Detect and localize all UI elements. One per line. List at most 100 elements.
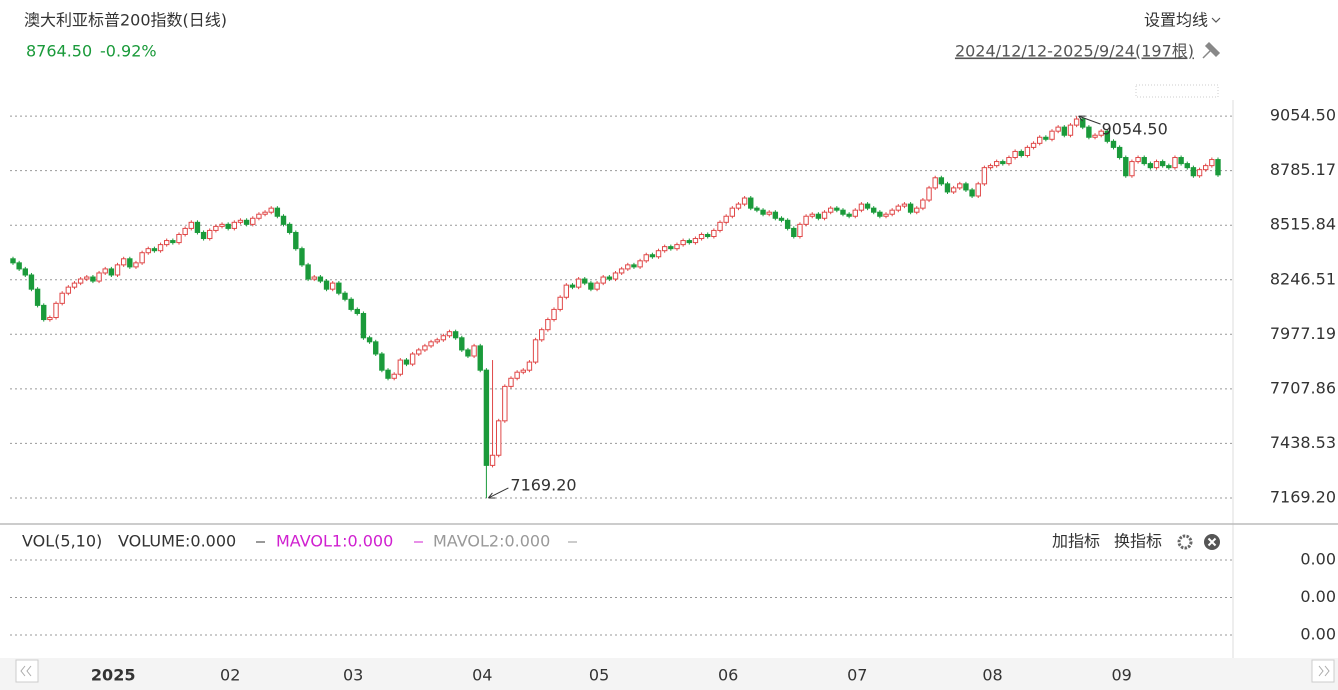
candle-body	[262, 211, 268, 215]
candle-body	[256, 213, 262, 219]
candle-body	[772, 211, 779, 219]
candle-body	[963, 183, 969, 191]
candle-body	[686, 240, 692, 244]
candle-body	[489, 454, 496, 466]
candle-body	[170, 240, 176, 244]
candle-body	[1159, 161, 1166, 167]
candle-body	[1030, 142, 1037, 148]
candle-body	[96, 272, 102, 282]
candle-body	[1006, 157, 1012, 165]
date-range[interactable]: 2024/12/12-2025/9/24(197根)	[955, 42, 1194, 61]
candle-body	[809, 213, 815, 217]
candle-body	[1116, 146, 1123, 159]
scroll-right-icon[interactable]	[1318, 665, 1330, 677]
candle-body	[379, 353, 385, 371]
candle-body	[748, 197, 754, 209]
candle-body	[821, 211, 828, 219]
candle-body	[993, 161, 1000, 167]
candle-body	[987, 165, 994, 169]
x-tick-label: 09	[1111, 666, 1131, 685]
candle-body	[625, 264, 631, 270]
ma-setting[interactable]: 设置均线	[1144, 11, 1208, 30]
pin-icon[interactable]	[1202, 41, 1221, 59]
dropdown-icon[interactable]	[1211, 17, 1221, 23]
y-tick-label: 7977.19	[1270, 324, 1336, 343]
candle-body	[661, 246, 668, 252]
candle-body	[28, 274, 35, 290]
candle-body	[618, 268, 625, 274]
candle-body	[754, 207, 760, 211]
time-axis-bar	[0, 658, 1338, 690]
y-tick-label: 8785.17	[1270, 160, 1336, 179]
candle-body	[729, 207, 736, 217]
candle-body	[459, 337, 465, 351]
candle-body	[403, 359, 410, 365]
candle-body	[151, 248, 158, 252]
candle-body	[47, 317, 53, 321]
settings-icon[interactable]	[1177, 534, 1193, 550]
candle-body	[938, 177, 945, 185]
candle-body	[1166, 165, 1172, 169]
candle-body	[520, 369, 526, 373]
scroll-left-icon[interactable]	[20, 665, 32, 677]
candle-body	[1000, 161, 1006, 165]
candle-body	[901, 203, 908, 207]
candle-body	[133, 262, 139, 268]
candle-body	[827, 207, 834, 213]
add-indicator[interactable]: 加指标	[1052, 532, 1100, 551]
candle-body	[815, 213, 822, 219]
candle-body	[920, 199, 926, 209]
candle-body	[53, 302, 59, 319]
candle-body	[225, 223, 231, 229]
change: -0.92%	[100, 42, 157, 61]
candle-body	[606, 276, 613, 280]
candle-body	[834, 207, 840, 211]
candle-body	[176, 233, 182, 244]
candle-body	[895, 205, 902, 211]
candle-body	[1172, 157, 1178, 169]
candle-body	[698, 233, 705, 240]
candle-body	[268, 207, 274, 213]
candle-body	[1092, 134, 1098, 138]
candle-body	[65, 286, 72, 294]
candle-body	[858, 203, 865, 211]
candle-body	[163, 240, 170, 246]
x-tick-label: 08	[982, 666, 1002, 685]
candle-body	[59, 292, 65, 304]
y-tick-label: 8515.84	[1270, 215, 1336, 234]
candle-body	[582, 278, 588, 284]
candle-body	[502, 385, 508, 422]
candle-body	[108, 268, 115, 276]
candle-body	[366, 337, 373, 343]
candle-body	[557, 296, 563, 310]
candle-body	[545, 319, 551, 331]
candle-body	[907, 203, 914, 213]
candle-body	[311, 276, 317, 280]
candle-body	[957, 183, 963, 189]
candle-body	[1203, 165, 1209, 171]
candle-body	[889, 209, 895, 215]
candle-body	[416, 349, 422, 355]
x-tick-label: 07	[847, 666, 867, 685]
candle-body	[803, 215, 809, 225]
candle-body	[668, 246, 674, 250]
switch-indicator[interactable]: 换指标	[1114, 532, 1162, 551]
candle-body	[495, 420, 502, 456]
candle-body	[274, 207, 281, 217]
candle-body	[674, 244, 680, 250]
candle-body	[102, 268, 108, 274]
candle-body	[1129, 161, 1135, 177]
candle-body	[778, 217, 785, 221]
candle-body	[428, 341, 434, 347]
candle-body	[237, 219, 244, 223]
candle-body	[84, 276, 90, 280]
candle-body	[323, 280, 330, 290]
zoom-handle[interactable]	[1135, 84, 1219, 98]
candle-body	[692, 238, 699, 244]
candle-body	[975, 183, 981, 197]
candle-body	[391, 373, 397, 379]
candle-body	[784, 219, 791, 229]
candle-body	[77, 278, 84, 284]
candle-body	[723, 215, 729, 223]
close-icon-x[interactable]	[1207, 537, 1217, 547]
